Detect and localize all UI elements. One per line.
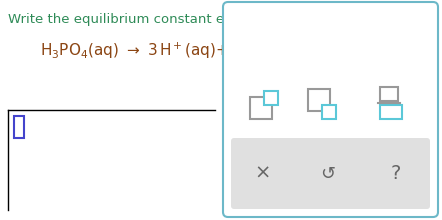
FancyBboxPatch shape — [264, 91, 278, 105]
Bar — [234, 141, 427, 206]
FancyBboxPatch shape — [231, 138, 430, 209]
FancyBboxPatch shape — [322, 105, 336, 119]
Text: ?: ? — [391, 164, 401, 183]
Text: ↺: ↺ — [320, 165, 335, 183]
FancyBboxPatch shape — [223, 2, 438, 217]
Text: ×: × — [255, 164, 271, 183]
Text: $\rm H_3PO_4$$\rm (aq)$$\rm\ \rightarrow\ $$\rm 3\,H^+(aq){+}PO_4^{3-}(aq)$: $\rm H_3PO_4$$\rm (aq)$$\rm\ \rightarrow… — [40, 40, 301, 63]
Text: Write the equilibrium constant expression for this reaction:: Write the equilibrium constant expressio… — [8, 13, 402, 26]
